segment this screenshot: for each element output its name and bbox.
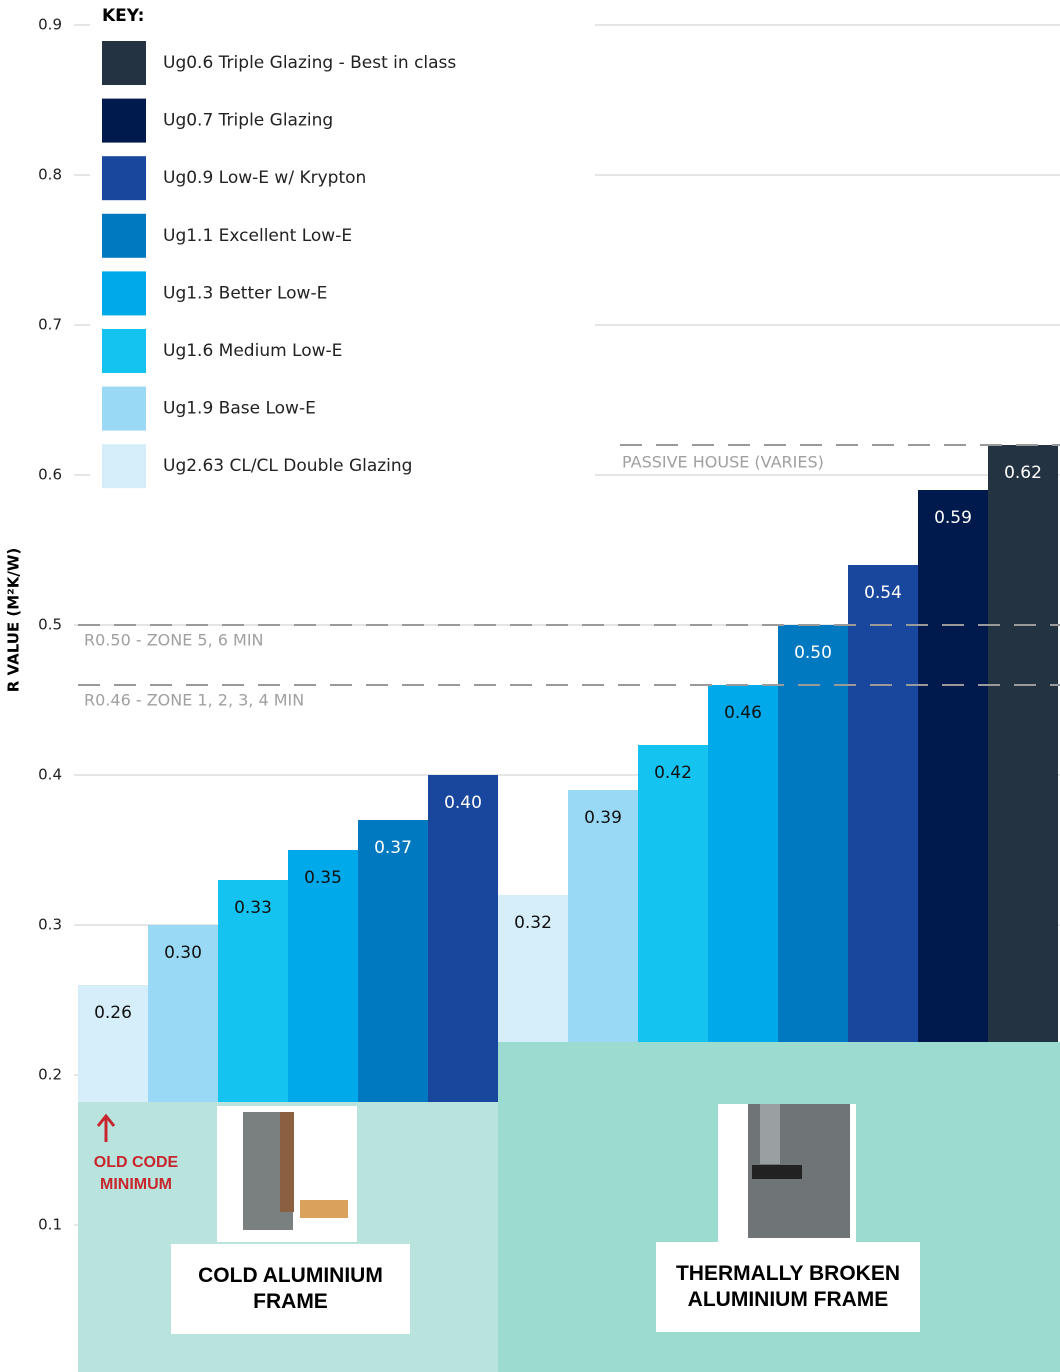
- value-label: 0.50: [794, 643, 832, 663]
- value-label: 0.46: [724, 703, 762, 723]
- legend-label: Ug1.9 Base Low-E: [163, 399, 316, 419]
- bar: [708, 685, 778, 1042]
- y-tick-label: 0.6: [38, 466, 62, 484]
- value-label: 0.42: [654, 763, 692, 783]
- annotation: OLD CODE MINIMUM: [93, 1154, 179, 1194]
- category-label: COLD ALUMINIUM FRAME: [171, 1244, 410, 1334]
- y-axis-label: R VALUE (M²K/W): [5, 548, 23, 693]
- legend-label: Ug1.3 Better Low-E: [163, 283, 327, 303]
- value-label: 0.33: [234, 898, 272, 918]
- legend-swatch: [102, 41, 146, 85]
- y-tick-label: 0.3: [38, 916, 62, 934]
- legend-swatch: [102, 213, 146, 258]
- bar: [638, 745, 708, 1042]
- category-label: THERMALLY BROKEN ALUMINIUM FRAME: [656, 1242, 920, 1332]
- reference-label: R0.50 - ZONE 5, 6 MIN: [84, 631, 264, 650]
- reference-label: PASSIVE HOUSE (VARIES): [622, 453, 824, 472]
- legend-swatch: [102, 271, 146, 316]
- value-label: 0.37: [374, 838, 412, 858]
- bar: [848, 565, 918, 1042]
- value-label: 0.39: [584, 808, 622, 828]
- bar: [218, 880, 288, 1102]
- legend-swatch: [102, 98, 146, 143]
- legend-swatch: [102, 329, 146, 373]
- bar: [778, 625, 848, 1042]
- legend-label: Ug0.6 Triple Glazing - Best in class: [163, 53, 456, 73]
- value-label: 0.35: [304, 868, 342, 888]
- value-label: 0.40: [444, 793, 482, 813]
- arrow-head: [96, 1113, 116, 1127]
- bar: [498, 895, 568, 1042]
- bar: [288, 850, 358, 1102]
- legend-swatch: [102, 444, 146, 489]
- legend-label: Ug0.7 Triple Glazing: [163, 111, 333, 131]
- bar: [358, 820, 428, 1102]
- y-tick-label: 0.9: [38, 16, 62, 34]
- y-tick-label: 0.4: [38, 766, 62, 784]
- reference-label: R0.46 - ZONE 1, 2, 3, 4 MIN: [84, 691, 304, 710]
- legend-swatch: [102, 386, 146, 431]
- y-tick-label: 0.7: [38, 316, 62, 334]
- value-label: 0.54: [864, 583, 902, 603]
- legend-label: Ug0.9 Low-E w/ Krypton: [163, 168, 366, 188]
- bar: [918, 490, 988, 1042]
- y-tick-label: 0.5: [38, 616, 62, 634]
- value-label: 0.26: [94, 1003, 132, 1023]
- legend-label: Ug2.63 CL/CL Double Glazing: [163, 456, 412, 476]
- y-tick-label: 0.1: [38, 1216, 62, 1234]
- value-label: 0.32: [514, 913, 552, 933]
- y-tick-label: 0.2: [38, 1066, 62, 1084]
- y-tick-label: 0.8: [38, 166, 62, 184]
- bar: [78, 985, 148, 1102]
- legend-label: Ug1.6 Medium Low-E: [163, 341, 342, 361]
- bar: [568, 790, 638, 1042]
- value-label: 0.30: [164, 943, 202, 963]
- frame-image: [718, 1104, 856, 1242]
- legend-swatch: [102, 156, 146, 201]
- bar: [428, 775, 498, 1102]
- value-label: 0.59: [934, 508, 972, 528]
- legend-title: KEY:: [102, 6, 144, 26]
- legend-background: [90, 0, 595, 492]
- bar: [988, 445, 1058, 1042]
- value-label: 0.62: [1004, 463, 1042, 483]
- frame-image: [217, 1106, 357, 1242]
- legend-label: Ug1.1 Excellent Low-E: [163, 226, 352, 246]
- bar: [148, 925, 218, 1102]
